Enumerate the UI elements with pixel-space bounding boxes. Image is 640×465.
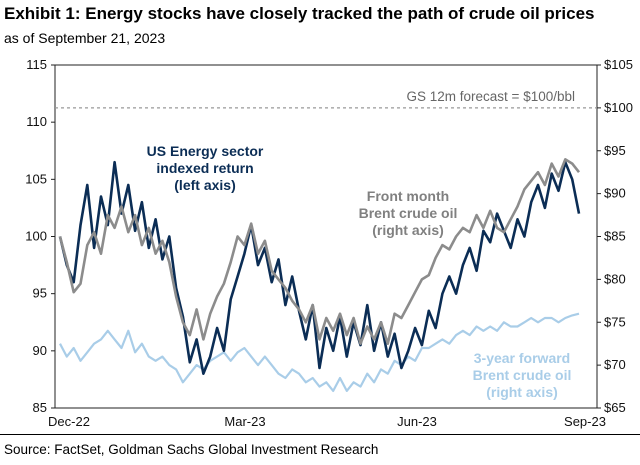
- source-divider: [0, 434, 640, 435]
- x-axis: Dec-22 Mar-23 Jun-23 Sep-23: [48, 414, 606, 429]
- brent-front-series-line: [58, 158, 581, 346]
- brent-front-annotation: Front month Brent crude oil (right axis): [359, 188, 458, 238]
- right-tick-label: $75: [604, 314, 626, 329]
- brent-3y-annotation-line-2: Brent crude oil: [473, 367, 572, 383]
- right-tick-label: $85: [604, 229, 626, 244]
- right-tick-label: $95: [604, 143, 626, 158]
- brent-front-annotation-line-1: Front month: [367, 188, 449, 204]
- energy-annotation-line-3: (left axis): [174, 177, 235, 193]
- chart-area: 85 90 95 100 105 110 115 $65 $70 $75 $80 $85 $90 $95…: [25, 57, 633, 429]
- energy-annotation-line-1: US Energy sector: [147, 143, 264, 159]
- right-tick-label: $105: [604, 57, 633, 72]
- x-tick-label: Sep-23: [564, 414, 606, 429]
- left-tick-label: 85: [33, 400, 47, 415]
- right-axis: $65 $70 $75 $80 $85 $90 $95 $100 $105: [597, 57, 633, 415]
- x-tick-label: Jun-23: [397, 414, 437, 429]
- right-tick-label: $90: [604, 186, 626, 201]
- brent-3y-annotation-line-1: 3-year forward: [474, 350, 570, 366]
- source-note: Source: FactSet, Goldman Sachs Global In…: [4, 442, 379, 457]
- left-tick-label: 100: [25, 229, 47, 244]
- brent-3y-annotation: 3-year forward Brent crude oil (right ax…: [473, 350, 572, 400]
- left-axis: 85 90 95 100 105 110 115: [25, 57, 55, 415]
- left-tick-label: 95: [33, 286, 47, 301]
- energy-annotation-line-2: indexed return: [156, 160, 253, 176]
- right-tick-label: $80: [604, 271, 626, 286]
- brent-front-annotation-line-3: (right axis): [372, 222, 444, 238]
- right-tick-label: $100: [604, 100, 633, 115]
- chart-subtitle: as of September 21, 2023: [4, 30, 166, 46]
- brent-3y-annotation-line-3: (right axis): [486, 384, 558, 400]
- left-tick-label: 115: [26, 57, 47, 72]
- energy-annotation: US Energy sector indexed return (left ax…: [147, 143, 264, 193]
- energy-series-line: [58, 160, 581, 376]
- x-tick-label: Mar-23: [224, 414, 265, 429]
- x-tick-label: Dec-22: [48, 414, 90, 429]
- forecast-label: GS 12m forecast = $100/bbl: [407, 89, 575, 104]
- right-tick-label: $65: [604, 400, 626, 415]
- brent-front-annotation-line-2: Brent crude oil: [359, 205, 458, 221]
- right-tick-label: $70: [604, 357, 626, 372]
- left-tick-label: 90: [33, 343, 47, 358]
- series-layer: [58, 158, 581, 392]
- chart-title: Exhibit 1: Energy stocks have closely tr…: [4, 4, 595, 23]
- left-tick-label: 105: [25, 171, 47, 186]
- brent-3y-series-line: [59, 312, 580, 392]
- left-tick-label: 110: [26, 114, 47, 129]
